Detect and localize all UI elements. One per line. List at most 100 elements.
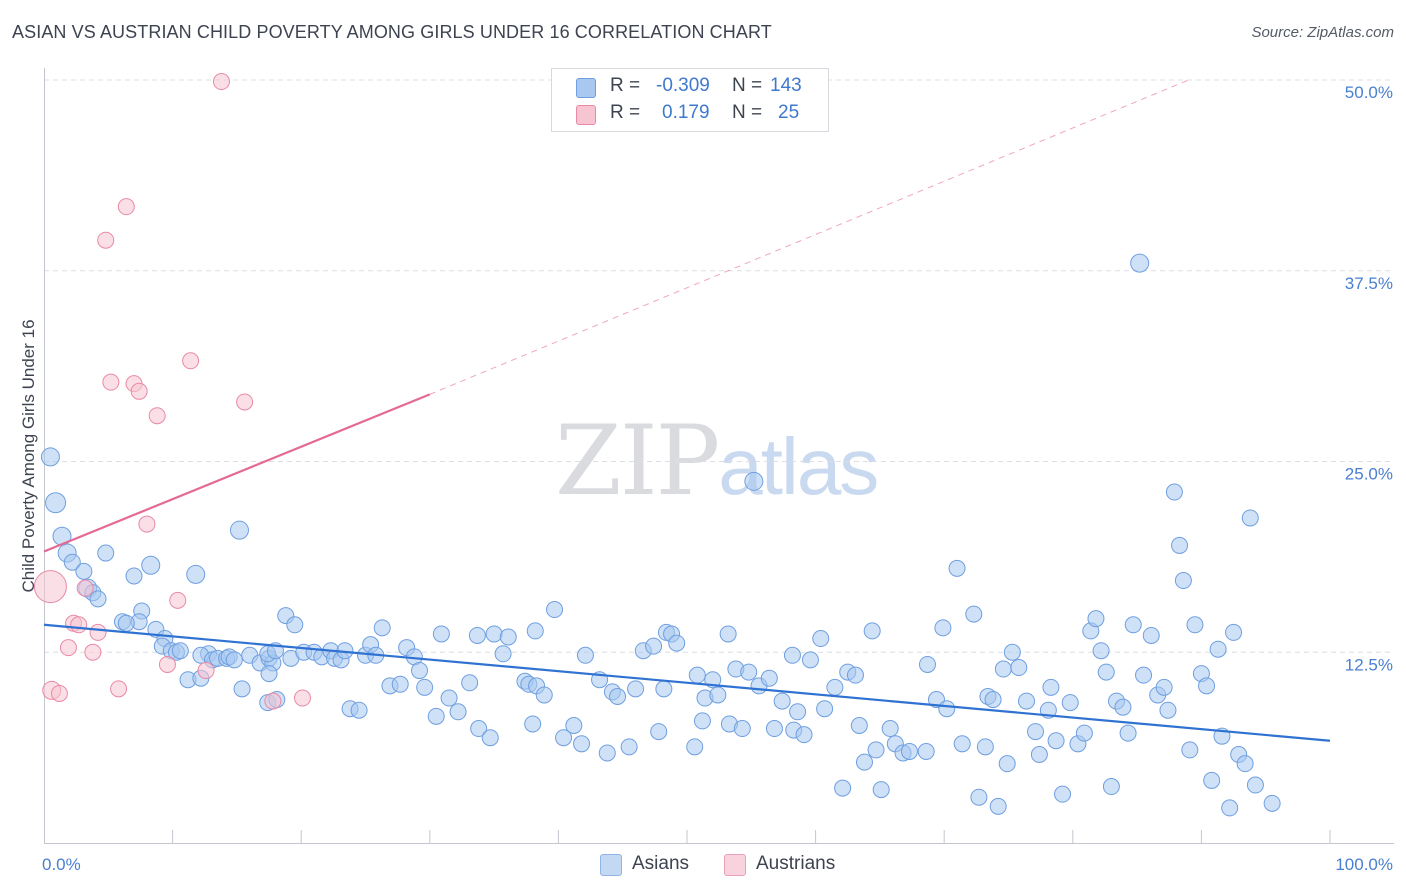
series-austrians-points [33, 73, 311, 710]
legend-r-value: -0.309 [656, 75, 710, 96]
legend-n-label: N = [732, 75, 763, 96]
asian-point [812, 630, 830, 648]
asian-point [1263, 794, 1281, 812]
asian-point [1198, 677, 1216, 695]
trend-lines [43, 79, 1331, 742]
asian-point [225, 651, 243, 669]
asian-point [989, 797, 1007, 815]
austrian-point [293, 689, 311, 707]
x-tick-label-max: 100.0% [1335, 855, 1393, 874]
asian-point [918, 655, 936, 673]
asian-point [1171, 536, 1189, 554]
asian-point [620, 738, 638, 756]
austrian-point [236, 393, 254, 411]
asian-point [881, 720, 899, 738]
asian-point [965, 605, 983, 623]
correlation-legend: R = -0.309 N = 143 R = 0.179 N = 25 [551, 68, 829, 132]
asian-point [953, 735, 971, 753]
asian-point [1221, 799, 1239, 817]
austrian-point [197, 662, 215, 680]
austrian-point [169, 591, 187, 609]
asian-point [432, 625, 450, 643]
austrians-trend-extension [429, 79, 1189, 395]
asian-point [627, 680, 645, 698]
asian-point [744, 471, 764, 491]
austrian-point [130, 382, 148, 400]
y-axis-label: Child Poverty Among Girls Under 16 [19, 319, 38, 592]
legend-n-value: 25 [778, 102, 800, 123]
asian-point [286, 616, 304, 634]
asian-point [1130, 253, 1150, 273]
asian-point [1075, 724, 1093, 742]
asian-point [546, 601, 564, 619]
austrian-point [97, 231, 115, 249]
asian-point [555, 729, 573, 747]
y-tick-label: 12.5% [1345, 655, 1393, 674]
asian-point [917, 742, 935, 760]
austrian-point [89, 623, 107, 641]
asian-point [260, 665, 278, 683]
x-tick-label-min: 0.0% [42, 855, 81, 874]
legend-r-value: 0.179 [662, 102, 710, 123]
series-asians-points [40, 253, 1281, 817]
asian-point [535, 686, 553, 704]
asian-point [416, 678, 434, 696]
asian-point [970, 788, 988, 806]
asian-point [976, 738, 994, 756]
asian-point [427, 707, 445, 725]
austrian-point [212, 73, 230, 91]
asian-point [171, 642, 189, 660]
asian-point [481, 729, 499, 747]
austrian-point [148, 407, 166, 425]
source-label: Source: ZipAtlas.com [1251, 24, 1394, 41]
chart-title: ASIAN VS AUSTRIAN CHILD POVERTY AMONG GI… [12, 22, 772, 42]
legend-swatch-austrians [576, 105, 596, 125]
asian-point [468, 626, 486, 644]
austrian-point [84, 643, 102, 661]
bottom-legend-swatch-austrians [724, 854, 746, 876]
asian-point [693, 712, 711, 730]
asian-point [117, 614, 135, 632]
asian-point [524, 715, 542, 733]
asian-point [1209, 640, 1227, 658]
asian-point [573, 735, 591, 753]
asian-point [688, 666, 706, 684]
asian-point [938, 700, 956, 718]
legend-row-asians: R = -0.309 N = 143 [552, 73, 828, 99]
asian-point [1174, 572, 1192, 590]
grid-lines [44, 79, 1394, 653]
legend-n-value: 143 [770, 75, 802, 96]
asian-point [373, 619, 391, 637]
asian-point [1155, 678, 1173, 696]
asian-point [45, 492, 67, 514]
asian-point [1203, 771, 1221, 789]
austrian-point [117, 198, 135, 216]
asian-point [494, 645, 512, 663]
asian-point [850, 716, 868, 734]
asian-point [645, 637, 663, 655]
austrian-point [110, 680, 128, 698]
asian-point [740, 663, 758, 681]
asian-point [872, 781, 890, 799]
austrian-point [33, 570, 67, 604]
asian-point [816, 700, 834, 718]
austrian-point [76, 579, 94, 597]
asian-point [1102, 778, 1120, 796]
asian-point [686, 738, 704, 756]
asian-point [783, 646, 801, 664]
asian-point [846, 666, 864, 684]
asian-point [855, 753, 873, 771]
asian-point [1181, 741, 1199, 759]
austrian-point [182, 352, 200, 370]
austrian-point [138, 515, 156, 533]
bottom-legend-label-austrians: Austrians [756, 853, 836, 874]
asian-point [461, 674, 479, 692]
asian-point [1114, 698, 1132, 716]
asian-point [948, 559, 966, 577]
x-ticks [172, 830, 1331, 843]
austrian-point [102, 373, 120, 391]
asian-point [485, 625, 503, 643]
asian-point [1236, 755, 1254, 773]
asian-point [934, 619, 952, 637]
y-tick-label: 37.5% [1345, 274, 1393, 293]
